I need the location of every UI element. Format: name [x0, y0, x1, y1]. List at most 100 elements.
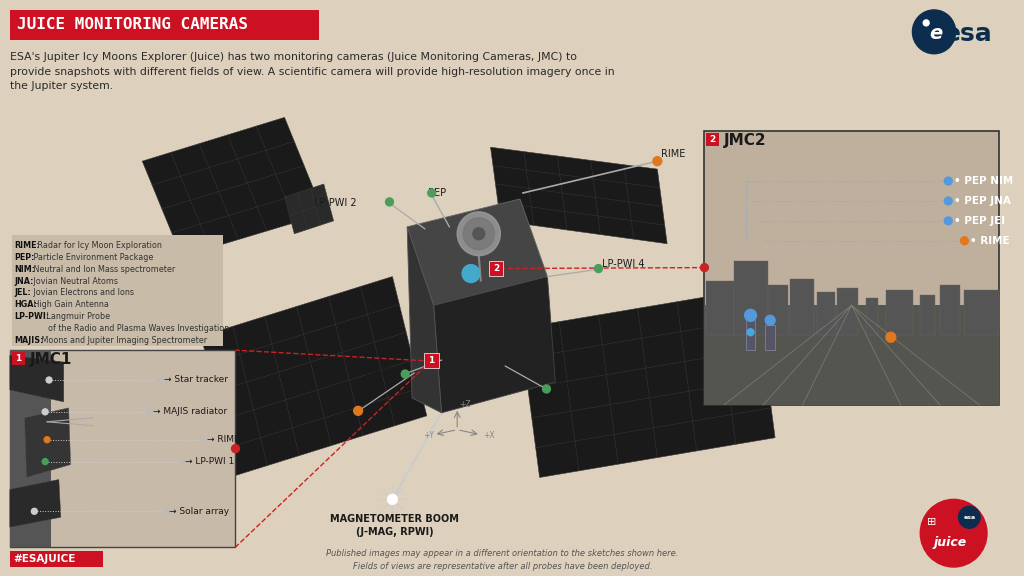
- Text: Jovian Electrons and Ions: Jovian Electrons and Ions: [31, 289, 134, 297]
- Text: juice: juice: [933, 536, 967, 549]
- Circle shape: [46, 377, 52, 383]
- Bar: [488, 260, 504, 275]
- Circle shape: [386, 198, 393, 206]
- Text: Jovian Neutral Atoms: Jovian Neutral Atoms: [31, 276, 118, 286]
- Text: e: e: [930, 24, 943, 43]
- Circle shape: [44, 437, 50, 443]
- Circle shape: [944, 177, 952, 185]
- Text: Published images may appear in a different orientation to the sketches shown her: Published images may appear in a differe…: [326, 549, 679, 571]
- Polygon shape: [25, 408, 71, 478]
- Bar: [707, 281, 734, 335]
- Text: High Gain Antenna: High Gain Antenna: [31, 301, 110, 309]
- Circle shape: [473, 228, 484, 240]
- Text: Radar for Icy Moon Exploration: Radar for Icy Moon Exploration: [35, 241, 162, 250]
- Text: Moons and Jupiter Imaging Spectrometer: Moons and Jupiter Imaging Spectrometer: [40, 336, 208, 345]
- Text: ESA's Jupiter Icy Moons Explorer (Juice) has two monitoring cameras (Juice Monit: ESA's Jupiter Icy Moons Explorer (Juice)…: [10, 52, 614, 92]
- Circle shape: [765, 315, 775, 325]
- Text: • RIME: • RIME: [971, 236, 1010, 246]
- Circle shape: [462, 264, 480, 282]
- Polygon shape: [520, 289, 775, 478]
- Text: → RIME: → RIME: [207, 435, 240, 444]
- Text: 1: 1: [15, 354, 22, 363]
- Circle shape: [231, 445, 240, 453]
- Text: esa: esa: [944, 22, 992, 46]
- Bar: [424, 353, 438, 368]
- Polygon shape: [408, 199, 548, 305]
- Polygon shape: [10, 355, 63, 402]
- Text: PEP: PEP: [428, 188, 445, 198]
- Text: 1: 1: [428, 356, 434, 365]
- Circle shape: [543, 385, 551, 393]
- Circle shape: [924, 20, 929, 26]
- Text: MAGNETOMETER BOOM
(J-MAG, RPWI): MAGNETOMETER BOOM (J-MAG, RPWI): [330, 514, 459, 537]
- Circle shape: [163, 509, 168, 514]
- Polygon shape: [765, 325, 775, 350]
- Text: #ESAJUICE: #ESAJUICE: [12, 554, 75, 564]
- Text: LP-PWI:: LP-PWI:: [14, 312, 50, 321]
- Circle shape: [653, 157, 662, 166]
- Bar: [707, 133, 719, 146]
- Bar: [11, 352, 25, 365]
- Polygon shape: [490, 147, 668, 244]
- Text: → Star tracker: → Star tracker: [164, 376, 228, 385]
- Circle shape: [700, 264, 709, 271]
- Circle shape: [146, 410, 152, 414]
- Text: JMC1: JMC1: [30, 351, 72, 366]
- Bar: [734, 260, 768, 335]
- Text: RIME: RIME: [662, 149, 686, 159]
- Text: esa: esa: [964, 515, 976, 520]
- Bar: [940, 286, 959, 335]
- Text: HGA: HGA: [480, 242, 502, 252]
- Text: Neutral and Ion Mass spectrometer: Neutral and Ion Mass spectrometer: [31, 264, 175, 274]
- Bar: [11, 235, 222, 346]
- Bar: [10, 350, 236, 547]
- Bar: [886, 290, 913, 335]
- Circle shape: [595, 264, 602, 272]
- Text: MAJIS:: MAJIS:: [14, 336, 44, 345]
- Text: → LP-PWI 1: → LP-PWI 1: [185, 457, 234, 466]
- Bar: [866, 298, 879, 335]
- Circle shape: [912, 10, 955, 54]
- Circle shape: [32, 509, 37, 514]
- Bar: [705, 305, 998, 405]
- Text: RIME:: RIME:: [14, 241, 41, 250]
- Text: of the Radio and Plasma Waves Investigation: of the Radio and Plasma Waves Investigat…: [48, 324, 229, 334]
- Circle shape: [42, 458, 48, 465]
- Circle shape: [158, 377, 163, 382]
- Text: JUICE MONITORING CAMERAS: JUICE MONITORING CAMERAS: [16, 17, 248, 32]
- Text: LP-PWI 3: LP-PWI 3: [359, 367, 402, 377]
- Circle shape: [886, 332, 896, 342]
- Text: 2: 2: [710, 135, 716, 144]
- Polygon shape: [408, 227, 441, 413]
- Text: JMC2: JMC2: [724, 132, 767, 148]
- Bar: [790, 279, 814, 335]
- Circle shape: [387, 494, 397, 505]
- Text: 2: 2: [493, 264, 499, 272]
- Bar: [768, 286, 787, 335]
- Text: JNA:: JNA:: [14, 276, 34, 286]
- Bar: [817, 293, 835, 335]
- Bar: [10, 551, 103, 567]
- Circle shape: [463, 218, 495, 249]
- Text: → MAJIS radiator: → MAJIS radiator: [153, 407, 227, 416]
- Polygon shape: [745, 320, 756, 350]
- Bar: [705, 131, 998, 405]
- Bar: [921, 295, 935, 335]
- Text: LP-PWI 4: LP-PWI 4: [602, 259, 645, 268]
- Text: • PEP JNA: • PEP JNA: [954, 196, 1011, 206]
- Circle shape: [944, 217, 952, 225]
- Text: HGA:: HGA:: [14, 301, 38, 309]
- Bar: [10, 350, 51, 547]
- Circle shape: [42, 409, 48, 415]
- Polygon shape: [285, 184, 334, 234]
- Polygon shape: [433, 276, 555, 413]
- Text: LP-PWI 1: LP-PWI 1: [551, 383, 593, 393]
- Bar: [965, 290, 998, 335]
- Text: ⊞: ⊞: [928, 517, 937, 527]
- Circle shape: [961, 237, 969, 245]
- Text: LP-PWI 2: LP-PWI 2: [313, 198, 356, 208]
- Circle shape: [353, 406, 362, 415]
- Bar: [10, 10, 318, 40]
- Circle shape: [744, 309, 757, 321]
- Polygon shape: [201, 276, 427, 476]
